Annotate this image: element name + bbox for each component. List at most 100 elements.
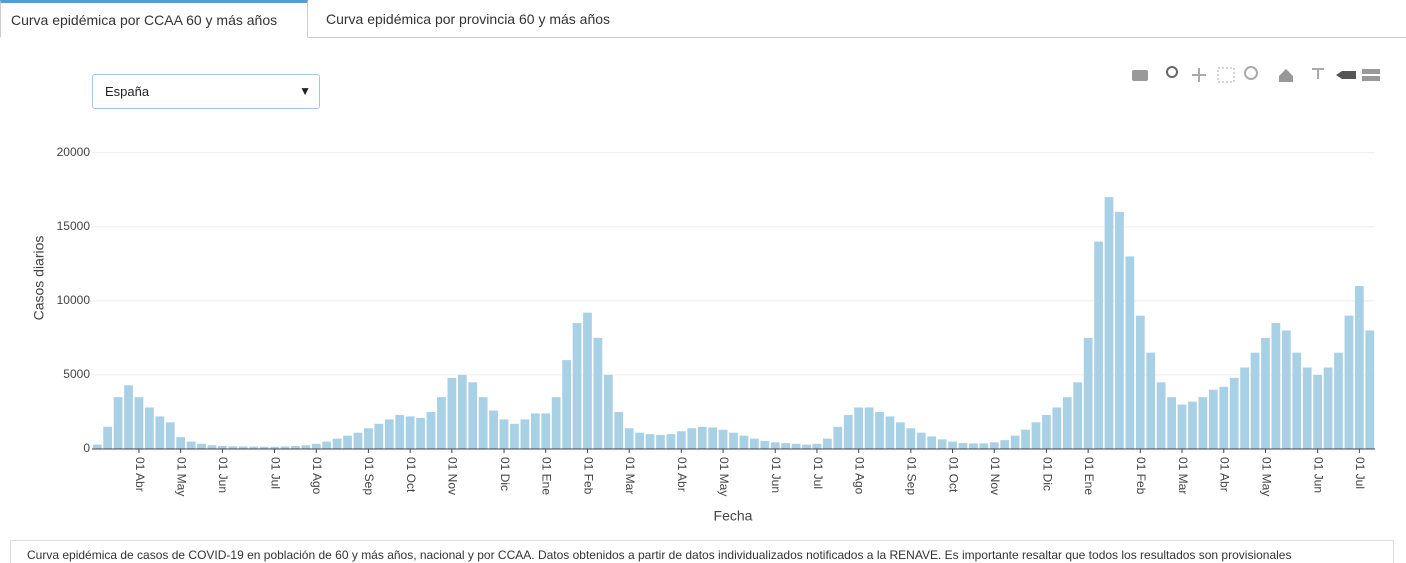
bar xyxy=(1323,367,1333,449)
bar xyxy=(958,443,968,449)
bar xyxy=(374,423,384,449)
bar xyxy=(1250,352,1260,449)
x-tick-label: 01 Dic xyxy=(498,457,512,491)
bar xyxy=(113,397,123,449)
bar xyxy=(426,411,436,449)
bar xyxy=(510,423,519,449)
x-tick-label: 01 May xyxy=(1259,457,1273,496)
x-tick-label: 01 Ene xyxy=(1082,457,1096,495)
x-tick-label: 01 Mar xyxy=(623,457,637,494)
bar xyxy=(1292,352,1302,449)
x-tick-label: 01 Dic xyxy=(1040,457,1054,491)
x-tick-label: 01 Ago xyxy=(310,457,324,495)
bar xyxy=(134,397,144,449)
x-tick-label: 01 Jul xyxy=(1353,457,1367,489)
bar xyxy=(249,446,259,449)
bar xyxy=(583,312,592,449)
bar xyxy=(718,429,728,449)
x-tick-label: 01 Jun xyxy=(1311,457,1325,493)
bar xyxy=(666,434,676,449)
x-tick-label: 01 Ene xyxy=(540,457,554,495)
bar xyxy=(218,446,227,449)
y-tick-label: 10000 xyxy=(57,293,91,307)
x-tick-label: 01 Nov xyxy=(446,457,460,495)
bar xyxy=(499,419,509,449)
bar xyxy=(364,428,373,449)
bar xyxy=(186,441,196,449)
x-tick-label: 01 Jul xyxy=(268,457,282,489)
x-tick-label: 01 Nov xyxy=(988,457,1002,495)
bar xyxy=(1365,330,1375,449)
bar xyxy=(207,445,217,449)
spike-icon[interactable] xyxy=(1312,68,1324,79)
bar xyxy=(1073,382,1083,449)
bar xyxy=(1198,397,1208,449)
region-select[interactable]: España ▼ xyxy=(92,74,320,109)
x-tick-label: 01 Abr xyxy=(133,457,147,492)
bar xyxy=(332,438,342,449)
bar xyxy=(103,426,113,449)
bar xyxy=(843,414,853,449)
bar xyxy=(270,446,279,449)
bar xyxy=(1344,315,1354,449)
bar xyxy=(1135,315,1145,449)
bar xyxy=(1167,397,1176,449)
lasso-icon[interactable] xyxy=(1244,66,1258,80)
bar xyxy=(1208,389,1218,449)
bar xyxy=(1271,323,1281,449)
bar xyxy=(1021,429,1030,449)
x-tick-label: 01 May xyxy=(174,457,188,496)
tab[interactable]: Curva epidémica por provincia 60 y más a… xyxy=(326,11,611,27)
pan-icon[interactable] xyxy=(1192,68,1206,82)
bar xyxy=(322,441,332,449)
bar xyxy=(228,446,238,449)
bar xyxy=(1281,330,1291,449)
bar xyxy=(687,428,697,449)
bar xyxy=(802,444,811,449)
zoom-icon[interactable] xyxy=(1166,66,1178,78)
select-value: España xyxy=(105,84,150,99)
bar xyxy=(155,416,165,449)
home-icon[interactable] xyxy=(1279,69,1293,82)
bar xyxy=(1188,401,1197,449)
bar xyxy=(1000,440,1010,449)
bar xyxy=(645,434,655,449)
bar xyxy=(708,427,718,449)
bar xyxy=(760,440,770,449)
hover-compare-icon[interactable] xyxy=(1362,69,1380,74)
bar xyxy=(176,437,186,449)
tab[interactable]: Curva epidémica por CCAA 60 y más años xyxy=(0,0,308,38)
bar xyxy=(697,426,707,449)
select-icon[interactable] xyxy=(1217,67,1235,83)
x-tick-label: 01 Ago xyxy=(852,457,866,495)
bar xyxy=(749,438,759,449)
bar xyxy=(1302,367,1312,449)
modebar xyxy=(1132,66,1380,83)
x-tick-label: 01 Mar xyxy=(1176,457,1190,494)
bar xyxy=(624,428,634,449)
bar xyxy=(676,431,686,449)
bar xyxy=(896,422,905,449)
bar xyxy=(1042,414,1051,449)
hover-compare-icon[interactable] xyxy=(1362,76,1380,81)
bar xyxy=(197,443,206,449)
bar xyxy=(1104,197,1114,449)
bar xyxy=(1052,407,1062,449)
x-tick-label: 01 Abr xyxy=(675,457,689,492)
bar xyxy=(1010,435,1020,449)
bar xyxy=(311,443,321,449)
camera-icon[interactable] xyxy=(1132,70,1148,81)
bar xyxy=(635,432,645,449)
x-tick-label: 01 Jun xyxy=(769,457,783,493)
y-tick-label: 0 xyxy=(83,441,90,455)
bar xyxy=(969,443,978,449)
bar xyxy=(937,439,947,449)
bar xyxy=(1031,422,1041,449)
bar xyxy=(1115,211,1124,449)
x-tick-label: 01 Feb xyxy=(1134,457,1148,495)
bar xyxy=(1219,386,1229,449)
bar xyxy=(551,397,561,449)
hover-closest-icon[interactable] xyxy=(1336,71,1356,79)
bar xyxy=(530,413,540,449)
bar xyxy=(927,436,937,449)
